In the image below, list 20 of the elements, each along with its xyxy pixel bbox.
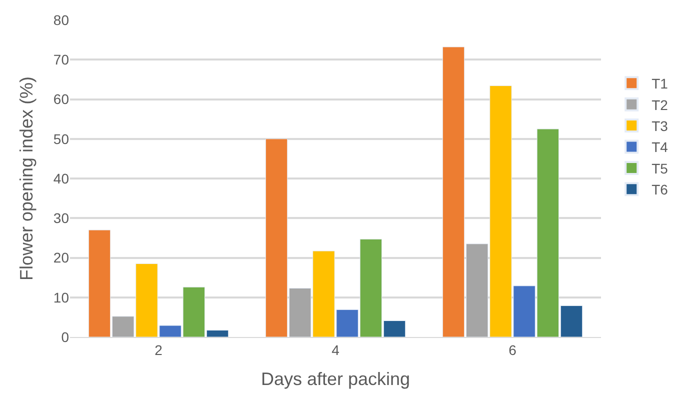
legend-label: T5	[652, 160, 668, 176]
legend-label: T2	[652, 96, 668, 113]
y-tick-label: 60	[53, 91, 70, 108]
legend-label: T6	[652, 182, 668, 198]
y-tick-label: 80	[53, 12, 70, 28]
x-tick-label: 6	[508, 342, 517, 358]
x-tick-label: 2	[154, 342, 163, 358]
y-tick-label: 0	[61, 328, 70, 345]
legend-label: T1	[652, 76, 668, 92]
y-tick-label: 70	[53, 52, 70, 68]
legend-label: T3	[652, 118, 668, 134]
x-axis-title: Days after packing	[260, 368, 410, 389]
y-axis-title: Flower opening index (%)	[16, 76, 37, 281]
legend-label: T4	[652, 139, 668, 156]
x-tick-label: 4	[332, 342, 340, 358]
y-tick-label: 20	[53, 250, 70, 266]
y-tick-label: 40	[53, 170, 70, 186]
y-tick-label: 30	[53, 210, 70, 226]
y-tick-label: 50	[53, 130, 70, 147]
y-tick-label: 10	[53, 289, 70, 306]
